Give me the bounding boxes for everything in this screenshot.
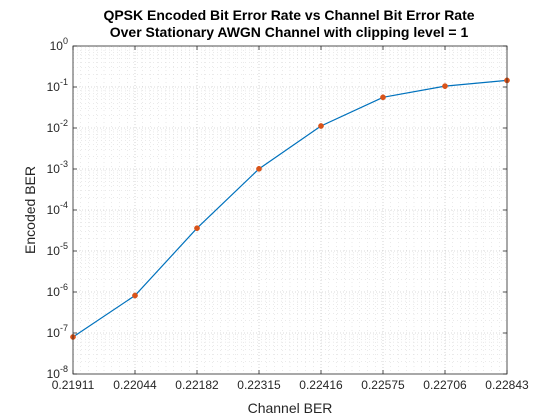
y-axis-label: Encoded BER [22, 166, 38, 254]
y-tick-exponent: -1 [60, 77, 68, 87]
y-tick-label: 10-1 [47, 77, 68, 94]
y-tick-exponent: -4 [60, 200, 68, 210]
y-tick-base: 10 [47, 162, 61, 176]
chart-subtitle: Over Stationary AWGN Channel with clippi… [110, 24, 469, 40]
grid [73, 46, 507, 374]
y-tick-base: 10 [50, 39, 64, 53]
y-tick-exponent: -7 [60, 323, 68, 333]
y-tick-label: 10-7 [47, 323, 68, 340]
x-tick-label: 0.22416 [299, 378, 343, 392]
x-tick-label: 0.22843 [485, 378, 529, 392]
chart-title: QPSK Encoded Bit Error Rate vs Channel B… [103, 7, 474, 23]
y-tick-exponent: -2 [60, 118, 68, 128]
y-tick-base: 10 [47, 285, 61, 299]
data-point [132, 292, 138, 299]
y-tick-base: 10 [47, 121, 61, 135]
x-axis: 0.21911 0.22044 0.22182 0.22315 0.22416 0.225… [52, 46, 529, 392]
y-tick-base: 10 [47, 244, 61, 258]
data-point [256, 165, 262, 172]
data-point [442, 83, 448, 89]
data-point [318, 123, 324, 129]
x-tick-label: 0.22315 [237, 378, 281, 392]
y-tick-label: 10-2 [47, 118, 68, 135]
x-axis-label: Channel BER [248, 400, 333, 416]
y-tick-label: 10-6 [47, 282, 68, 299]
y-tick-label: 10-3 [47, 159, 68, 176]
y-tick-exponent: -8 [60, 364, 68, 374]
data-point [194, 225, 200, 232]
x-tick-label: 0.22044 [113, 378, 157, 392]
y-tick-label: 10-4 [47, 200, 68, 217]
x-tick-label: 0.21911 [52, 378, 95, 392]
y-tick-base: 10 [47, 367, 61, 381]
series-line [72, 79, 508, 338]
y-tick-base: 10 [47, 80, 61, 94]
y-tick-base: 10 [47, 203, 61, 217]
y-tick-base: 10 [47, 326, 61, 340]
series-layer [70, 77, 510, 340]
y-tick-exponent: -6 [60, 282, 68, 292]
x-tick-label: 0.22706 [423, 378, 467, 392]
y-tick-exponent: -3 [60, 159, 68, 169]
y-tick-exponent: -5 [60, 241, 68, 251]
y-tick-label: 100 [50, 36, 68, 53]
x-tick-label: 0.22182 [175, 378, 219, 392]
data-point [380, 94, 386, 101]
y-tick-label: 10-5 [47, 241, 68, 258]
y-tick-exponent: 0 [63, 36, 68, 46]
y-tick-label: 10-8 [47, 364, 68, 381]
x-tick-label: 0.22575 [361, 378, 405, 392]
